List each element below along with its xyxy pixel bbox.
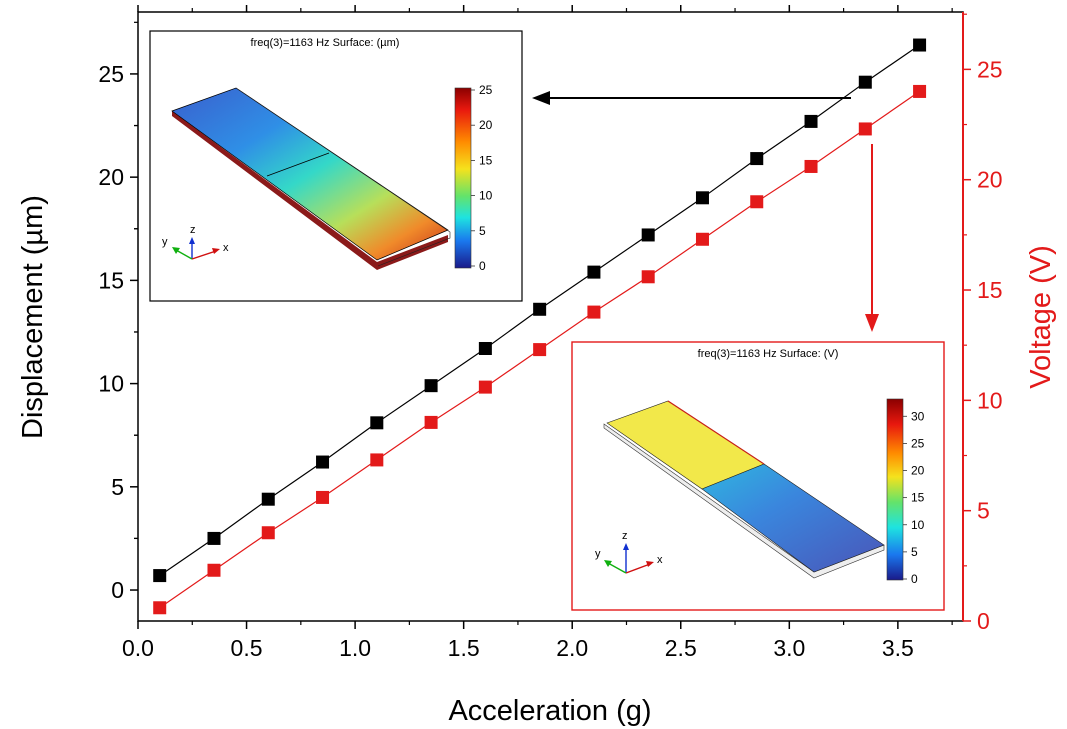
series-0-point xyxy=(587,265,601,279)
x-axis-title: Acceleration (g) xyxy=(448,695,651,727)
x-tick-label: 3.0 xyxy=(773,635,805,661)
series-0-point xyxy=(858,75,872,89)
series-0-point xyxy=(804,114,818,128)
series-1-point xyxy=(587,305,601,319)
series-1-point xyxy=(153,601,167,615)
series-1-point xyxy=(207,563,221,577)
y-left-tick-label: 25 xyxy=(98,61,124,87)
series-1-point xyxy=(370,453,384,467)
series-1-point xyxy=(316,490,330,504)
y-right-tick-label: 5 xyxy=(977,498,990,524)
colorbar-tick-label: 10 xyxy=(911,518,925,532)
inset-voltage-title: freq(3)=1163 Hz Surface: (V) xyxy=(698,348,839,360)
beam-top xyxy=(171,87,449,261)
series-1-point xyxy=(424,415,438,429)
beam-mass-edge xyxy=(266,152,330,177)
y-right-tick-label: 0 xyxy=(977,608,990,634)
y-right-tick-label: 10 xyxy=(977,387,1003,413)
x-tick-label: 1.0 xyxy=(339,635,371,661)
displacement-colorbar-ticks: 0 5 10 15 20 25 xyxy=(471,83,493,273)
triad-x-label: x xyxy=(657,554,663,566)
x-tick-label: 1.5 xyxy=(448,635,480,661)
series-1-point xyxy=(261,526,275,540)
triad-y-label: y xyxy=(595,548,601,560)
beam-top-mass xyxy=(701,463,885,573)
arrow-head-voltage xyxy=(865,314,879,332)
series-1-point xyxy=(641,270,655,284)
y-left-tick-label: 20 xyxy=(98,164,124,190)
triad-z-label: z xyxy=(622,530,628,542)
series-0-point xyxy=(913,38,927,52)
x-tick-label: 0.0 xyxy=(122,635,154,661)
triad-y-label: y xyxy=(162,236,168,248)
series-1-point xyxy=(804,159,818,173)
series-points xyxy=(153,38,927,615)
arrow-head-displacement xyxy=(532,91,550,105)
beam-outline xyxy=(235,87,451,267)
colorbar-tick-label: 25 xyxy=(911,436,925,450)
series-1-point xyxy=(750,195,764,209)
colorbar-tick-label: 20 xyxy=(479,118,493,132)
x-tick-label: 0.5 xyxy=(231,635,263,661)
axis-triad: z y x xyxy=(595,530,663,574)
series-0-point xyxy=(316,455,330,469)
y-right-axis-title: Voltage (V) xyxy=(1025,245,1057,388)
series-0-point xyxy=(261,492,275,506)
series-1-point xyxy=(533,343,547,357)
series-0-point xyxy=(153,569,167,583)
x-tick-label: 2.0 xyxy=(556,635,588,661)
y-right-tick-label: 20 xyxy=(977,167,1003,193)
axis-triad: z y x xyxy=(162,224,229,260)
annotation-arrows xyxy=(532,91,879,332)
voltage-colorbar-ticks: 0 5 10 15 20 25 30 xyxy=(903,409,925,586)
inset-displacement: freq(3)=1163 Hz Surface: (µm) 0 5 10 15 20 25… xyxy=(149,30,523,302)
colorbar-tick-label: 25 xyxy=(479,83,493,97)
y-left-tick-label: 10 xyxy=(98,371,124,397)
series-0-point xyxy=(424,379,438,393)
colorbar-tick-label: 10 xyxy=(479,189,493,203)
colorbar-tick-label: 0 xyxy=(911,572,918,586)
colorbar-tick-label: 0 xyxy=(479,259,486,273)
colorbar-tick-label: 20 xyxy=(911,464,925,478)
y-left-axis-title: Displacement (µm) xyxy=(17,195,49,439)
voltage-colorbar xyxy=(886,398,904,581)
y-right-tick-label: 25 xyxy=(977,56,1003,82)
y-left-tick-label: 5 xyxy=(111,474,124,500)
series-0-point xyxy=(370,416,384,430)
series-0-point xyxy=(533,302,547,316)
displacement-colorbar xyxy=(454,87,472,269)
colorbar-tick-label: 15 xyxy=(911,491,925,505)
series-0-point xyxy=(478,341,492,355)
series-0-point xyxy=(695,191,709,205)
colorbar-tick-label: 5 xyxy=(911,545,918,559)
series-0-point xyxy=(641,228,655,242)
series-1-point xyxy=(858,122,872,136)
inset-voltage: freq(3)=1163 Hz Surface: (V) 0 5 10 15 20 25 3… xyxy=(571,341,945,611)
x-tick-label: 2.5 xyxy=(665,635,697,661)
series-0-point xyxy=(750,152,764,166)
series-1-point xyxy=(695,232,709,246)
colorbar-tick-label: 15 xyxy=(479,153,493,167)
triad-x-label: x xyxy=(223,242,229,254)
colorbar-tick-label: 30 xyxy=(911,409,925,423)
y-right-tick-label: 15 xyxy=(977,277,1003,303)
y-left-tick-label: 0 xyxy=(111,577,124,603)
axis-ticks: 0.0 0.5 1.0 1.5 2.0 2.5 3.0 3.5 0 5 10 15 20 25 0 5 10 15… xyxy=(98,5,1003,661)
triad-z-label: z xyxy=(190,224,196,236)
x-tick-label: 3.5 xyxy=(882,635,914,661)
series-1-point xyxy=(478,380,492,394)
series-0-point xyxy=(207,531,221,545)
series-1-point xyxy=(913,84,927,98)
colorbar-tick-label: 5 xyxy=(479,224,486,238)
inset-displacement-title: freq(3)=1163 Hz Surface: (µm) xyxy=(251,37,400,49)
y-left-tick-label: 15 xyxy=(98,267,124,293)
